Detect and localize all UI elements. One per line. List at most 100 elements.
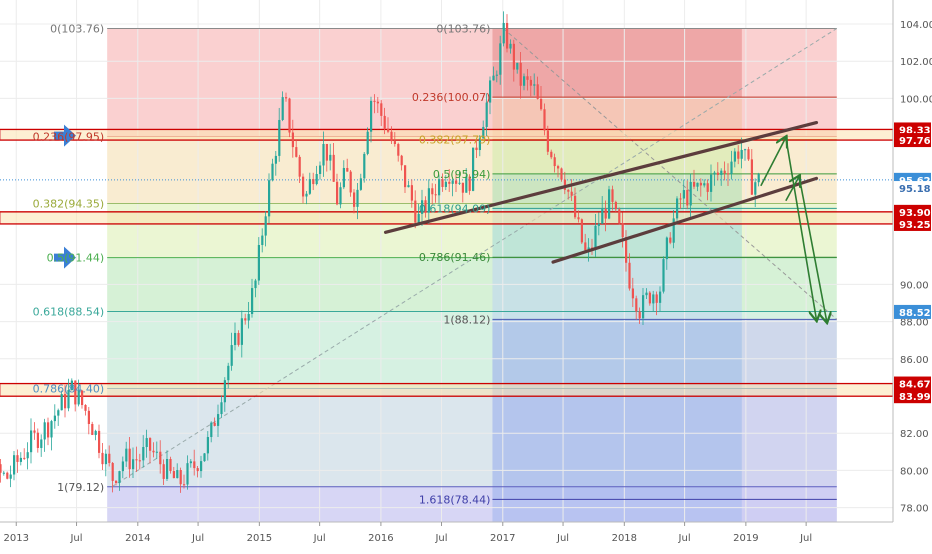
candle-body — [635, 298, 638, 312]
price-tag-box — [894, 133, 931, 148]
candle-body — [203, 453, 206, 462]
candle-body — [546, 130, 549, 152]
candle-body — [550, 151, 553, 158]
price-tag-box — [894, 216, 931, 231]
candle-body — [251, 288, 254, 315]
candle-body — [118, 471, 121, 483]
candle-body — [159, 451, 162, 465]
candle-body — [196, 468, 199, 472]
candle-body — [601, 208, 604, 224]
candle-body — [740, 149, 743, 159]
candle-body — [376, 101, 379, 104]
channel-line — [383, 120, 819, 234]
candle-body — [200, 461, 203, 472]
candle-body — [387, 128, 390, 132]
candle-body — [336, 181, 339, 205]
candle-body — [213, 422, 216, 426]
y-tick-label: 86.00 — [900, 355, 929, 366]
candle-body — [6, 472, 9, 479]
candle-body — [179, 469, 182, 485]
candle-body — [271, 163, 274, 181]
candle-body — [230, 345, 233, 366]
candle-body — [611, 189, 614, 202]
candle-body — [332, 154, 335, 182]
fib2-level-label: 0(103.76) — [436, 22, 490, 35]
candle-body — [349, 171, 352, 193]
candle-body — [30, 430, 33, 453]
candle-body — [339, 187, 342, 205]
y-tick-label: 90.00 — [900, 280, 929, 291]
candle-body — [560, 168, 563, 180]
candle-body — [662, 259, 665, 292]
candle-body — [104, 453, 107, 465]
candle-body — [434, 194, 437, 196]
candle-body — [414, 200, 417, 223]
candle-body — [608, 189, 611, 219]
candle-body — [383, 115, 386, 129]
candle-body — [489, 80, 492, 103]
candle-body — [410, 185, 413, 201]
candle-body — [519, 62, 522, 86]
x-tick-label: Jul — [556, 533, 569, 544]
fib2-trendline — [503, 28, 838, 320]
candle-body — [584, 242, 587, 251]
candle-body — [186, 463, 189, 485]
fib2-zone — [492, 319, 742, 500]
candle-body — [132, 459, 135, 470]
candle-body — [492, 75, 495, 81]
candle-body — [312, 179, 315, 185]
candle-body — [278, 119, 281, 156]
candle-body — [23, 457, 26, 459]
candle-body — [625, 237, 628, 263]
candle-body — [475, 147, 478, 151]
fib2-level-label: 0.786(91.46) — [419, 251, 491, 264]
candle-body — [370, 100, 373, 132]
candle-body — [472, 147, 475, 191]
candle-body — [536, 84, 539, 99]
candle-body — [193, 461, 196, 469]
price-tag-box — [894, 204, 931, 219]
candle-body — [77, 390, 80, 405]
price-tag-label: 84.67 — [899, 380, 931, 391]
candle-body — [754, 182, 757, 195]
candle-body — [594, 225, 597, 248]
candle-body — [393, 141, 396, 145]
fib2-zone — [492, 28, 742, 98]
fib1-level-label: 0.382(94.35) — [33, 197, 105, 210]
candles-layer — [0, 11, 760, 493]
candle-body — [244, 318, 247, 321]
candle-body — [506, 22, 509, 49]
candle-body — [431, 188, 434, 195]
candle-body — [268, 180, 271, 217]
candle-body — [638, 311, 641, 319]
candle-body — [26, 452, 29, 459]
candle-body — [417, 213, 420, 223]
candle-body — [291, 132, 294, 148]
candle-body — [706, 183, 709, 192]
fib1-level-label: 1(79.12) — [57, 481, 104, 494]
candle-body — [570, 191, 573, 196]
candle-body — [509, 43, 512, 49]
candle-body — [98, 430, 101, 453]
y-tick-label: 88.00 — [900, 318, 929, 329]
fib2-level-label: 0.5(95.94) — [433, 168, 491, 181]
x-tick-label: 2016 — [368, 533, 393, 544]
candle-body — [264, 216, 267, 236]
candle-body — [444, 181, 447, 187]
fib2-zone-extension — [492, 499, 742, 522]
price-tag-label: 83.99 — [899, 392, 931, 403]
y-tick-label: 102.00 — [900, 57, 932, 68]
candle-body — [125, 448, 128, 462]
candle-body — [91, 423, 94, 436]
candle-body — [689, 181, 692, 206]
x-tick-label: Jul — [434, 533, 447, 544]
fib2-zone — [492, 257, 742, 320]
candle-body — [523, 76, 526, 86]
candle-body — [237, 332, 240, 345]
support-zone — [0, 382, 894, 397]
x-tick-label: 2018 — [612, 533, 637, 544]
candle-body — [169, 458, 172, 472]
candle-body — [757, 174, 760, 183]
candle-body — [305, 193, 308, 197]
candle-body — [257, 245, 260, 281]
